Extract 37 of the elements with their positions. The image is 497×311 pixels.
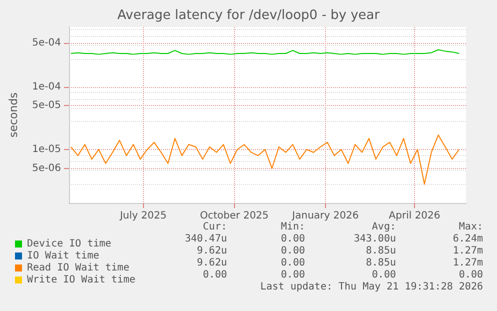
text: 8.85u	[366, 246, 396, 256]
line-series	[70, 134, 460, 185]
text: 6.24m	[452, 234, 483, 244]
chart-title: Average latency for /dev/loop0 - by year	[117, 8, 380, 23]
text: 0.00	[458, 270, 483, 280]
x-tick-label: January 2026	[291, 210, 359, 222]
legend-label: Write IO Wait time	[27, 274, 136, 286]
text: 0.00	[280, 270, 305, 280]
text: 9.62u	[196, 258, 227, 268]
text: 1.27m	[452, 246, 483, 256]
x-tick-label: July 2025	[118, 210, 167, 222]
y-tick-label: 5e-06	[32, 162, 61, 174]
legend-label: Device IO time	[27, 238, 112, 250]
text: 0.00	[202, 270, 227, 280]
text: 0.00	[280, 246, 305, 256]
y-tick-label: 5e-04	[32, 38, 61, 48]
text: Last update: Thu May 21 19:31:28 2026	[260, 282, 483, 292]
text: Cur:	[202, 222, 227, 232]
text: Avg:	[372, 222, 396, 232]
text: Max:	[458, 222, 483, 232]
text: 343.00u	[354, 234, 396, 244]
legend-label: IO Wait time	[27, 250, 100, 262]
text: 0.00	[372, 270, 396, 280]
y-tick-label: 1e-04	[32, 81, 61, 92]
text: Min:	[280, 222, 305, 232]
y-tick-label: 5e-05	[32, 100, 61, 112]
x-tick-label: April 2026	[388, 210, 440, 222]
text: 1.27m	[452, 258, 483, 268]
legend-label: Read IO Wait time	[27, 262, 130, 274]
y-tick-label: 1e-05	[32, 144, 61, 155]
text: 340.47u	[184, 234, 227, 244]
y-axis-title: seconds	[7, 92, 20, 138]
text: 0.00	[280, 258, 305, 268]
x-tick-label: October 2025	[200, 210, 269, 222]
text: 9.62u	[196, 246, 227, 256]
text: 0.00	[280, 234, 305, 244]
text: 8.85u	[366, 258, 396, 268]
